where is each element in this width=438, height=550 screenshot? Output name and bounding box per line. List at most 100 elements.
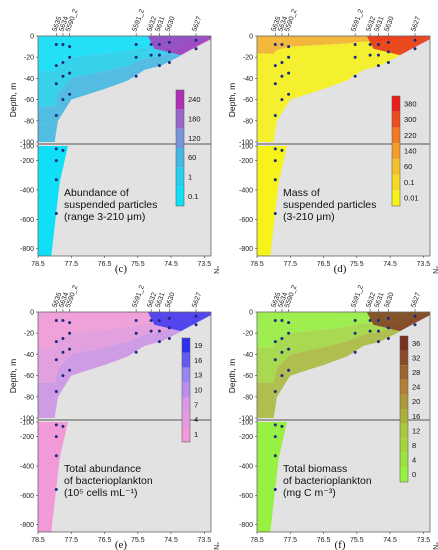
sample-point [353, 350, 357, 354]
sample-point [54, 42, 58, 46]
depth-band [257, 36, 430, 72]
colorbar-tick-label: 380 [404, 99, 417, 108]
station-label: 5627 [410, 16, 422, 33]
x-tick-label: 78.5 [31, 261, 45, 268]
sample-point [273, 454, 277, 458]
sample-point [368, 329, 372, 333]
panel-caption: of bacterioplankton [283, 475, 372, 487]
sample-point [134, 55, 138, 59]
sample-point [376, 318, 380, 322]
x-tick-label: 75.5 [131, 261, 145, 268]
sample-point [54, 340, 58, 344]
colorbar-tick-label: 0.1 [404, 178, 414, 187]
station-label: 5634 [277, 16, 289, 33]
sample-point [280, 374, 284, 378]
station-label: 5627 [191, 292, 203, 309]
y-tick-label: 0 [30, 310, 34, 317]
sample-point [167, 316, 171, 320]
colorbar-tick-label: 7 [194, 400, 198, 409]
sample-point [280, 148, 284, 152]
colorbar-segment [182, 382, 190, 398]
y-axis-label: Depth, m [227, 83, 237, 118]
y-tick-label: -600 [239, 217, 253, 224]
y-tick-label: -100 [20, 144, 34, 151]
x-tick-label: 74.5 [383, 537, 397, 544]
colorbar-segment [400, 379, 408, 395]
station-label: 5630 [384, 16, 396, 33]
sample-point [61, 318, 65, 322]
sample-point [68, 368, 72, 372]
sample-point [54, 82, 58, 86]
sample-point [273, 42, 277, 46]
sample-point [273, 318, 277, 322]
colorbar-tick-label: 16 [194, 356, 202, 365]
station-label: 5634 [58, 292, 70, 309]
colorbar-tick-label: 13 [194, 371, 202, 380]
y-tick-label: -40 [243, 76, 253, 83]
sample-point [273, 178, 277, 182]
sample-point [287, 55, 291, 59]
colorbar-tick-label: 8 [412, 441, 416, 450]
sample-point [54, 211, 58, 215]
station-label: 5591_2 [131, 8, 146, 32]
colorbar-tick-label: 36 [412, 339, 420, 348]
colorbar-segment [392, 127, 400, 144]
colorbar-segment [392, 143, 400, 159]
y-tick-label: -40 [243, 352, 253, 359]
colorbar-segment [400, 350, 408, 366]
colorbar-segment [400, 409, 408, 424]
sample-point [368, 42, 372, 46]
x-tick-label: 77.5 [64, 537, 78, 544]
depth-band [257, 36, 430, 54]
sample-point [386, 50, 390, 54]
colorbar-tick-label: 12 [412, 426, 420, 435]
colorbar-tick-label: 240 [188, 95, 201, 104]
panel-caption: Mass of [283, 187, 320, 199]
colorbar-tick-label: 4 [194, 415, 198, 424]
y-tick-label: 0 [30, 34, 34, 41]
panel-caption: (range 3-210 μm) [64, 211, 145, 223]
panel-caption: of bacterioplankton [64, 475, 153, 487]
y-tick-label: -200 [239, 158, 253, 165]
colorbar-segment [176, 148, 184, 168]
colorbar-tick-label: 0.1 [188, 192, 198, 201]
colorbar-segment [182, 367, 190, 383]
y-tick-label: -100 [20, 420, 34, 427]
colorbar-tick-label: 10 [194, 386, 202, 395]
x-tick-label: 76.5 [98, 261, 112, 268]
colorbar-tick-label: 60 [188, 153, 196, 162]
sample-point [353, 331, 357, 335]
y-tick-label: -400 [20, 464, 34, 471]
sample-point [54, 147, 58, 151]
deep-water-wedge [257, 146, 287, 256]
colorbar-segment [182, 412, 190, 428]
x-tick-label: 76.5 [98, 537, 112, 544]
station-label: 5632 [365, 16, 377, 33]
panel-label: (f) [335, 539, 346, 550]
depth-band [257, 313, 430, 418]
colorbar-segment [176, 128, 184, 148]
colorbar-tick-label: 120 [188, 134, 201, 143]
x-unit-label: °N [431, 266, 438, 274]
station-label: 5635 [271, 292, 283, 309]
sample-point [61, 424, 65, 428]
y-tick-label: -200 [239, 434, 253, 441]
panel-caption: suspended particles [283, 199, 376, 211]
y-tick-label: -200 [20, 158, 34, 165]
station-label: 5630 [384, 292, 396, 309]
panel-caption: (10⁵ cells mL⁻¹) [64, 487, 138, 499]
sample-point [194, 323, 198, 327]
sample-point [273, 435, 277, 439]
depth-band [38, 312, 211, 330]
sample-point [157, 329, 161, 333]
station-label: 5632 [146, 292, 158, 309]
station-label: 5634 [277, 292, 289, 309]
sample-point [280, 98, 284, 102]
colorbar-tick-label: 0.01 [404, 194, 419, 203]
colorbar-tick-label: 19 [194, 341, 202, 350]
depth-band [38, 37, 211, 143]
